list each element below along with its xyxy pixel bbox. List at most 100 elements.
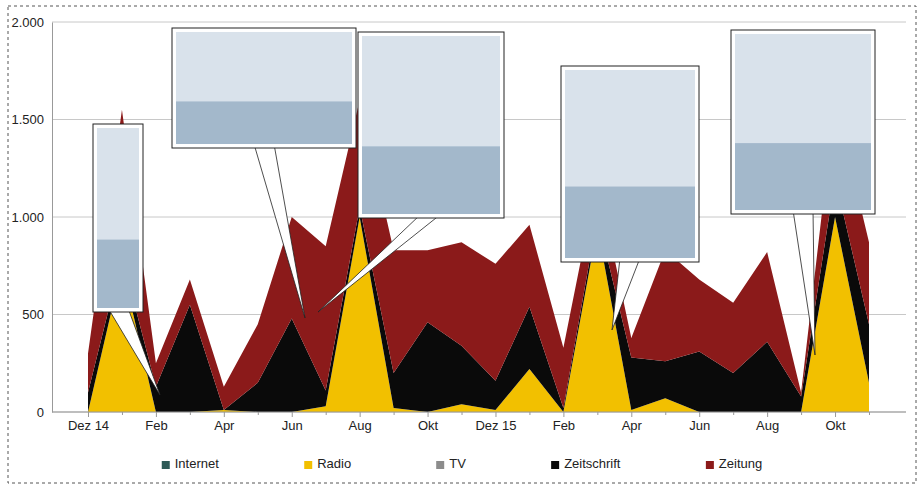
x-tick (462, 412, 463, 415)
callout (254, 144, 305, 318)
ad-image-sea (176, 101, 352, 144)
ad-image (735, 34, 871, 210)
y-tick: 1.000 (11, 210, 52, 225)
x-tick (665, 412, 666, 415)
x-tick-label: Aug (349, 418, 372, 433)
x-tick-mark (462, 412, 463, 415)
chart: 0 500 1.000 1.500 2.000 Dez 14 Feb Apr Jun Aug Okt… (0, 0, 924, 491)
x-tick-mark (733, 412, 734, 415)
y-tick-label: 1.000 (11, 210, 44, 225)
x-tick (122, 412, 123, 415)
x-tick-mark (563, 412, 564, 417)
ad-image-sea (565, 187, 695, 258)
x-tick-mark (597, 412, 598, 415)
ad-frame (561, 66, 699, 262)
x-tick: Okt (418, 412, 439, 433)
legend-item: TV (436, 456, 466, 471)
ad-frame (358, 32, 504, 218)
x-tick-label: Jun (282, 418, 303, 433)
legend-swatch (304, 461, 312, 469)
legend-item: Zeitschrift (551, 456, 621, 471)
frame (8, 6, 916, 483)
legend-item: Zeitung (706, 456, 762, 471)
x-tick-mark (428, 412, 429, 417)
x-tick: Feb (145, 412, 167, 433)
legend-swatch (706, 461, 714, 469)
y-axis: 0 500 1.000 1.500 2.000 (11, 15, 52, 420)
ad-image-sea (97, 240, 139, 308)
x-tick (529, 412, 530, 415)
legend-label: Radio (317, 456, 351, 471)
legend-item: Internet (162, 456, 219, 471)
x-tick-mark (665, 412, 666, 415)
ad-image (362, 36, 500, 214)
grid (52, 22, 906, 412)
x-tick-mark (360, 412, 361, 417)
x-tick-label: Jun (689, 418, 710, 433)
x-tick: Dez 15 (475, 412, 516, 433)
x-tick-mark (326, 412, 327, 415)
x-tick-mark (529, 412, 530, 415)
x-tick-mark (224, 412, 225, 417)
x-tick-mark (190, 412, 191, 415)
y-tick: 500 (22, 307, 52, 322)
x-tick-mark (631, 412, 632, 417)
y-tick-label: 0 (37, 405, 44, 420)
x-tick (733, 412, 734, 415)
x-tick-mark (767, 412, 768, 417)
y-tick-label: 2.000 (11, 15, 44, 30)
legend-label: Zeitung (719, 456, 762, 471)
x-tick-mark (495, 412, 496, 417)
callout (793, 210, 815, 355)
x-tick: Dez 14 (68, 412, 109, 433)
x-tick-mark (394, 412, 395, 415)
y-tick-label: 500 (22, 307, 44, 322)
grid-line (52, 412, 906, 413)
x-tick (394, 412, 395, 415)
legend-swatch (436, 461, 444, 469)
x-tick-mark (122, 412, 123, 415)
x-tick (597, 412, 598, 415)
legend-item: Radio (304, 456, 351, 471)
x-tick (326, 412, 327, 415)
grid-line (52, 22, 906, 23)
x-tick-mark (258, 412, 259, 415)
x-tick: Aug (756, 412, 779, 433)
ad-frame (172, 28, 356, 148)
x-tick-label: Dez 14 (68, 418, 109, 433)
ad-image (176, 32, 352, 144)
x-tick-mark (835, 412, 836, 417)
y-tick: 0 (37, 405, 52, 420)
x-tick-label: Aug (756, 418, 779, 433)
x-tick: Jun (282, 412, 303, 433)
ad-frame (93, 124, 143, 312)
ad-image-sea (735, 143, 871, 210)
x-axis: Dez 14 Feb Apr Jun Aug Okt Dez 15 Feb Apr Jun Aug O… (52, 412, 906, 433)
ad-images (93, 28, 875, 395)
legend-label: TV (449, 456, 466, 471)
x-tick-label: Okt (825, 418, 846, 433)
x-tick-label: Feb (553, 418, 575, 433)
x-tick-mark (88, 412, 89, 417)
x-tick (801, 412, 802, 415)
ad-frame (731, 30, 875, 214)
x-tick-label: Apr (622, 418, 643, 433)
x-tick: Apr (622, 412, 643, 433)
x-tick-mark (156, 412, 157, 417)
y-tick: 2.000 (11, 15, 52, 30)
y-tick-label: 1.500 (11, 112, 44, 127)
x-tick-label: Feb (145, 418, 167, 433)
x-axis-line (52, 412, 906, 413)
x-tick-mark (869, 412, 870, 415)
legend-swatch (162, 461, 170, 469)
y-tick: 1.500 (11, 112, 52, 127)
legend-label: Zeitschrift (564, 456, 621, 471)
x-tick (869, 412, 870, 415)
x-tick (258, 412, 259, 415)
legend: Internet Radio TV Zeitschrift Zeitung (162, 456, 762, 471)
x-tick: Okt (825, 412, 846, 433)
x-tick-label: Apr (214, 418, 235, 433)
ad-image-sea (362, 146, 500, 214)
x-tick-mark (801, 412, 802, 415)
legend-label: Internet (175, 456, 219, 471)
